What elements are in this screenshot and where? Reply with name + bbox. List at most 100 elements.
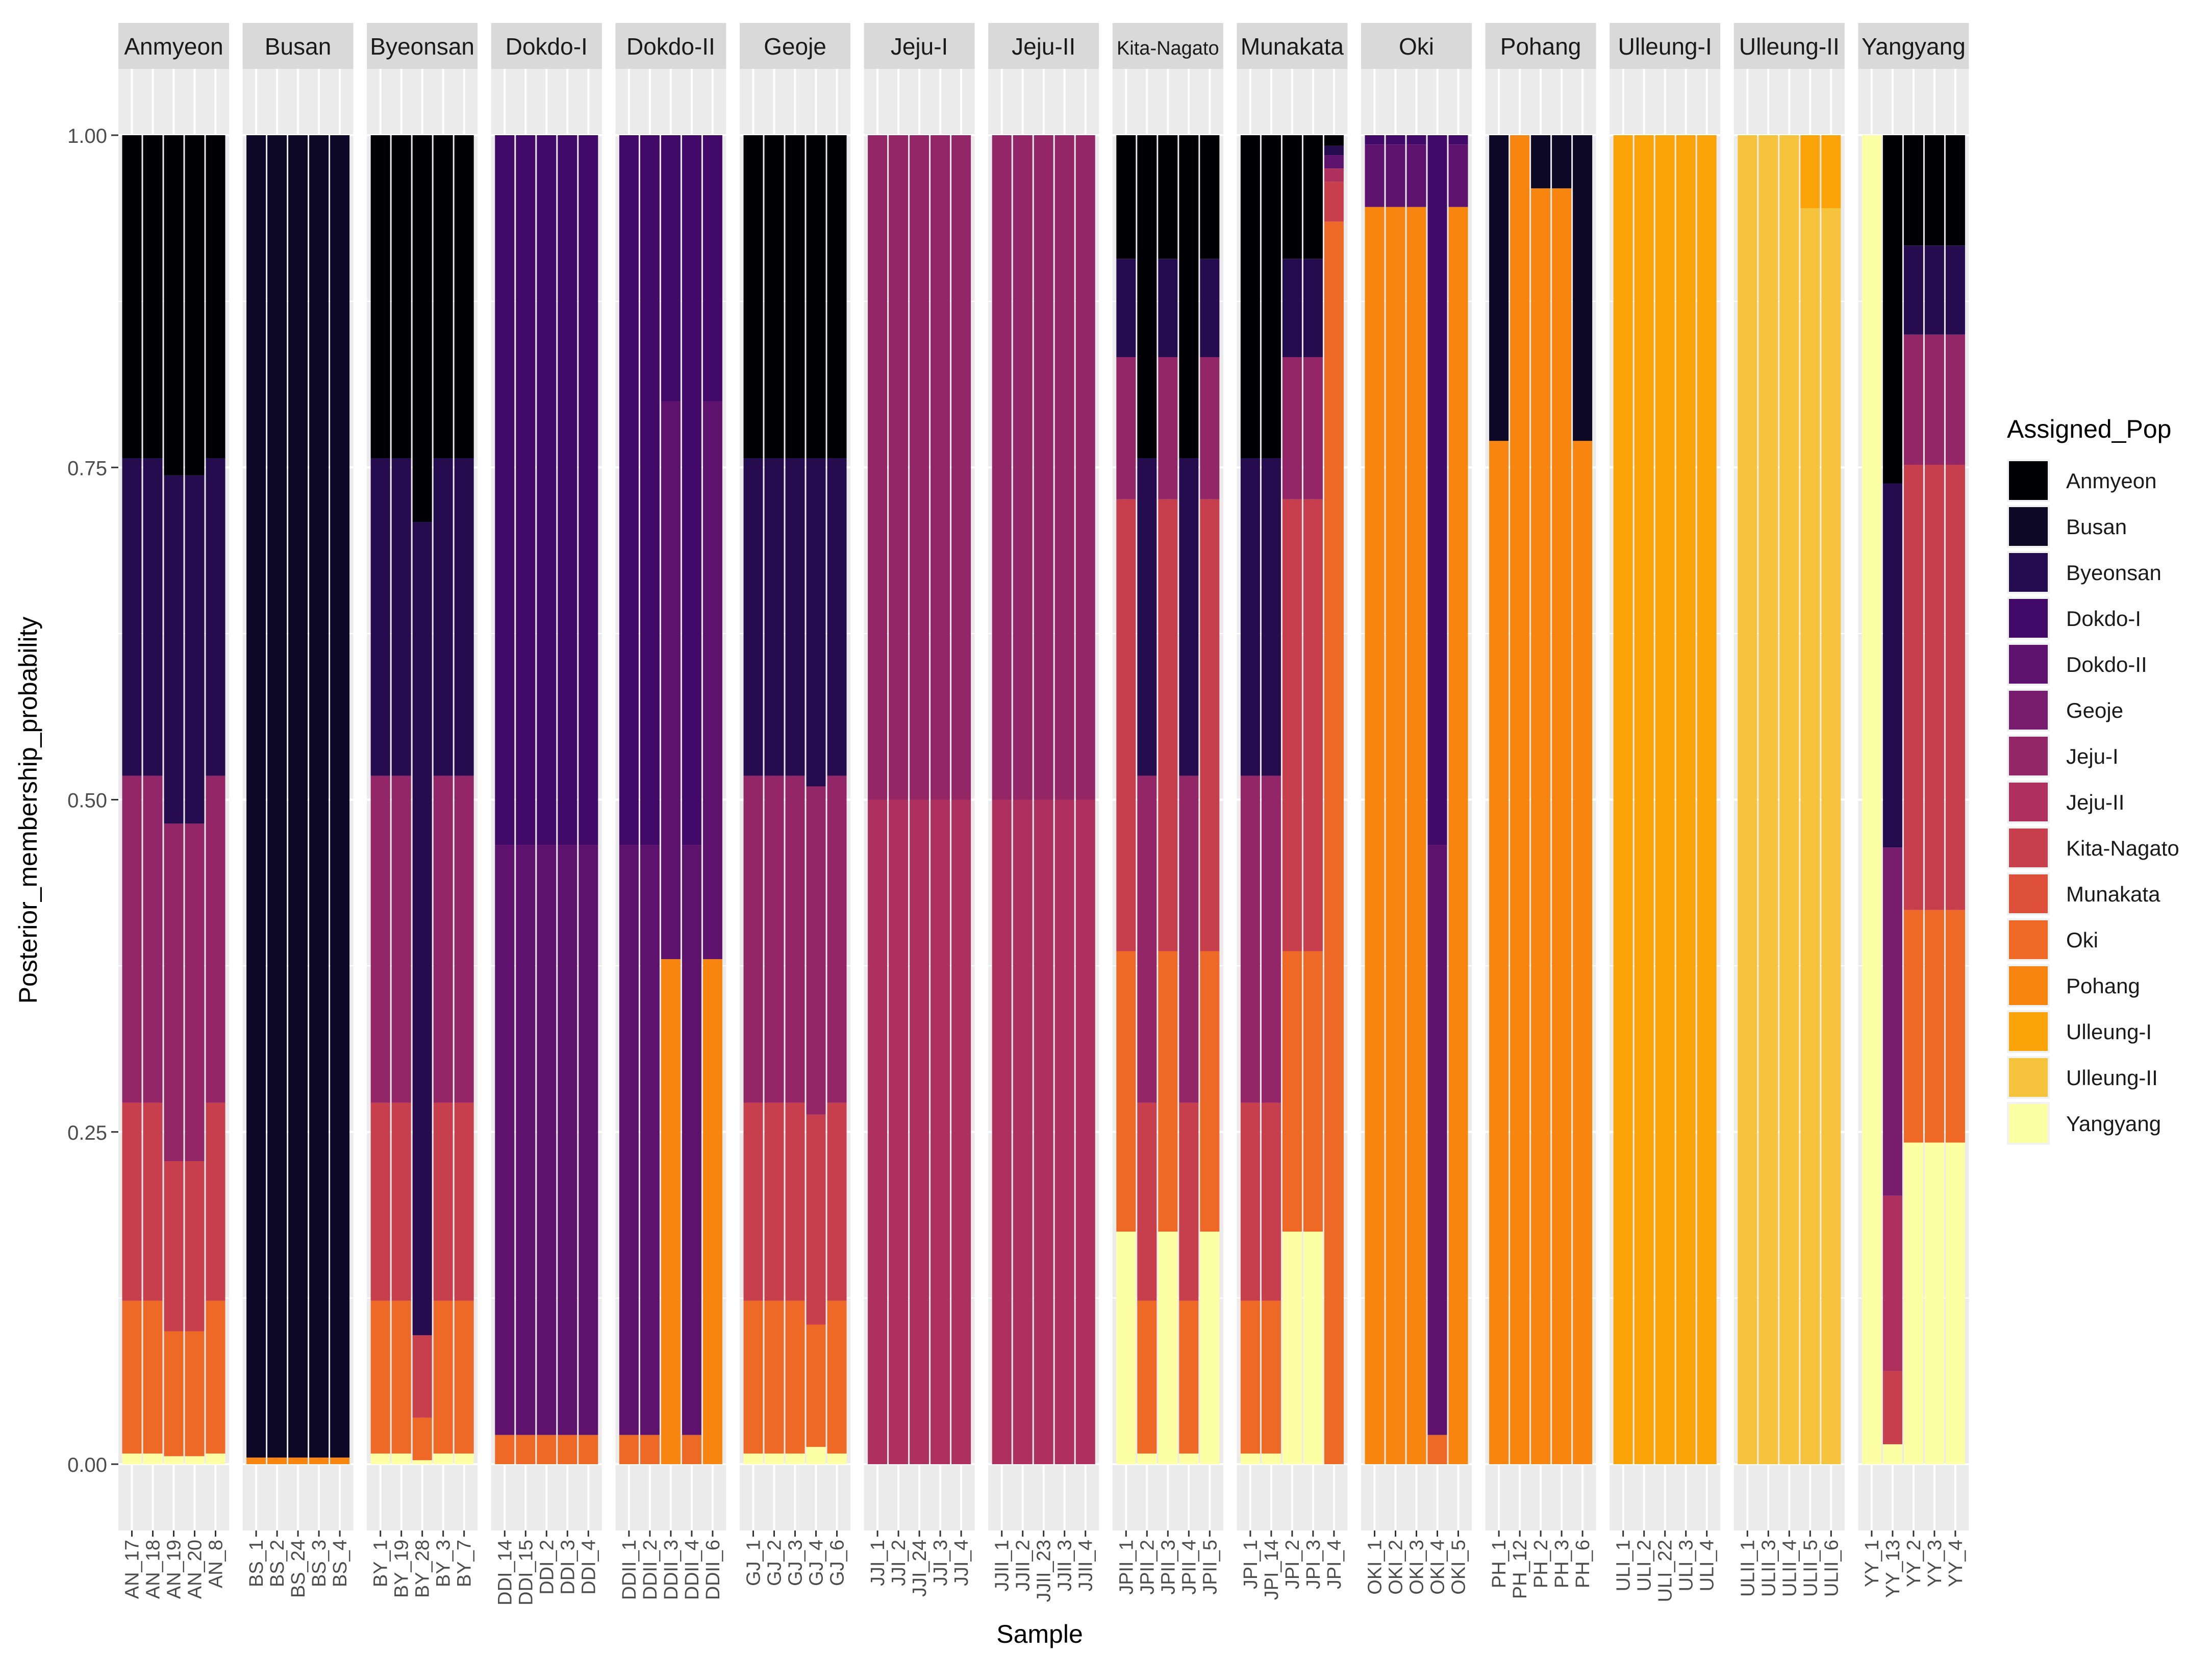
bar-ULII_6	[1821, 135, 1841, 1465]
bar-segment-jeju-i	[1013, 135, 1033, 800]
bar-segment-kita-nagato	[206, 1102, 225, 1301]
bar-segment-yangyang	[122, 1453, 142, 1464]
bar-segment-busan	[288, 135, 308, 1458]
bar-segment-anmyeon	[1261, 135, 1281, 459]
bar-segment-jeju-i	[951, 135, 971, 800]
x-tick-label: OKI_4	[1427, 1540, 1449, 1595]
x-tick-label: ULII_4	[1779, 1540, 1800, 1597]
bar-segment-yangyang	[1240, 1453, 1260, 1464]
facets-layer: Anmyeon AN_17 AN_18 AN_19 AN_20 AN_8 Busan BS_1…	[118, 23, 1969, 1605]
bar-segment-kita-nagato	[122, 1102, 142, 1301]
x-tick-label: DDI_3	[557, 1540, 579, 1595]
x-tick-label: JPI_2	[1282, 1540, 1303, 1589]
bar-JPI_1	[1240, 135, 1260, 1464]
bar-segment-byeonsan	[1945, 245, 1965, 335]
legend-swatch	[2009, 920, 2048, 959]
bar-segment-kita-nagato	[454, 1102, 474, 1301]
bar-segment-oki	[206, 1300, 225, 1454]
bar-segment-busan	[1531, 135, 1551, 189]
bar-segment-dokdo-ii	[640, 845, 660, 1435]
bar-segment-ulleung-i	[1634, 135, 1654, 1464]
bar-segment-yangyang	[1116, 1232, 1136, 1464]
bar-segment-jeju-i	[1261, 775, 1281, 1103]
bar-segment-oki	[143, 1300, 163, 1454]
bar-segment-jeju-i	[1240, 775, 1260, 1103]
bar-segment-jeju-i	[806, 786, 826, 1115]
bar-segment-yangyang	[827, 1453, 847, 1464]
x-tick-label: JJI_1	[867, 1540, 889, 1586]
legend-label: Pohang	[2066, 974, 2140, 998]
bar-segment-yangyang	[1282, 1232, 1302, 1464]
y-tick-label: 0.50	[67, 790, 107, 812]
bar-segment-oki	[412, 1417, 432, 1461]
bar-segment-kita-nagato	[370, 1102, 390, 1301]
facet-strip-label: Byeonsan	[370, 33, 474, 60]
x-tick-label: BS_3	[309, 1540, 330, 1587]
bar-segment-oki	[1200, 951, 1220, 1232]
legend-item-geoje: Geoje	[2007, 689, 2123, 732]
bar-segment-kita-nagato	[1240, 1102, 1260, 1301]
bar-segment-byeonsan	[785, 458, 805, 776]
bar-segment-jeju-i	[992, 135, 1012, 800]
bar-segment-kita-nagato	[1882, 1371, 1902, 1444]
bar-segment-anmyeon	[1200, 135, 1220, 259]
bar-DDI_15	[516, 135, 536, 1464]
legend: Assigned_Pop Anmyeon Busan Byeonsan Dokdo-I…	[2007, 415, 2179, 1145]
facet-strip-label: Ulleung-I	[1618, 33, 1712, 60]
bar-segment-byeonsan	[206, 458, 225, 776]
bar-DDII_1	[619, 135, 639, 1464]
facet-strip-label: Dokdo-II	[626, 33, 715, 60]
bar-BY_7	[454, 135, 474, 1464]
x-tick-label: DDI_15	[515, 1540, 537, 1605]
bar-YY_1	[1862, 135, 1881, 1464]
bar-segment-dokdo-i	[537, 135, 557, 845]
facet-strip-label: Geoje	[764, 33, 826, 60]
bar-JPII_5	[1200, 135, 1220, 1464]
x-tick-label: ULI_2	[1634, 1540, 1655, 1591]
bar-OKI_1	[1365, 135, 1385, 1465]
bar-segment-jeju-i	[164, 823, 184, 1162]
facet-strip	[491, 23, 602, 69]
legend-swatch	[2009, 1104, 2048, 1143]
legend-swatch	[2009, 507, 2048, 546]
x-tick-label: BY_3	[433, 1540, 455, 1587]
bar-segment-dokdo-i	[682, 135, 701, 845]
legend-swatch	[2009, 645, 2048, 684]
bar-segment-oki	[1945, 910, 1965, 1143]
legend-item-yangyang: Yangyang	[2007, 1102, 2161, 1145]
bar-ULI_3	[1676, 135, 1696, 1464]
bar-JJII_3	[1054, 135, 1074, 1464]
facet-strip-label: Anmyeon	[124, 33, 223, 60]
bar-segment-oki	[1324, 221, 1344, 1465]
bar-segment-jeju-i	[391, 775, 411, 1103]
bar-segment-anmyeon	[370, 135, 390, 459]
bar-segment-oki	[185, 1331, 205, 1457]
bar-PH_3	[1552, 135, 1572, 1465]
bar-segment-oki	[1158, 951, 1178, 1232]
bar-segment-byeonsan	[1261, 458, 1281, 776]
bar-JJI_1	[868, 135, 888, 1464]
x-tick-label: JPI_3	[1303, 1540, 1324, 1589]
legend-swatch	[2009, 461, 2048, 500]
bar-segment-byeonsan	[1179, 458, 1199, 776]
bar-segment-busan	[1489, 135, 1509, 441]
bar-segment-kita-nagato	[785, 1102, 805, 1301]
y-axis: 0.00 0.25 0.50 0.75 1.00	[67, 125, 118, 1476]
bar-segment-byeonsan	[806, 458, 826, 787]
x-tick-label: PH_12	[1510, 1540, 1531, 1599]
bar-segment-jeju-ii	[951, 799, 971, 1464]
x-tick-label: JJII_4	[1075, 1540, 1097, 1591]
facet-strip	[1610, 23, 1721, 69]
bar-segment-dokdo-i	[661, 135, 681, 401]
bar-segment-dokdo-ii	[1406, 144, 1426, 207]
bar-segment-kita-nagato	[433, 1102, 453, 1301]
bar-segment-yangyang	[764, 1453, 784, 1464]
bar-ULII_5	[1800, 135, 1820, 1465]
bar-segment-kita-nagato	[1303, 499, 1323, 951]
legend-label: Jeju-I	[2066, 744, 2119, 768]
bar-segment-ulleung-ii	[1738, 135, 1757, 1464]
legend-swatch	[2009, 1058, 2048, 1097]
bar-GJ_2	[764, 135, 784, 1464]
y-tick-label: 1.00	[67, 125, 107, 147]
